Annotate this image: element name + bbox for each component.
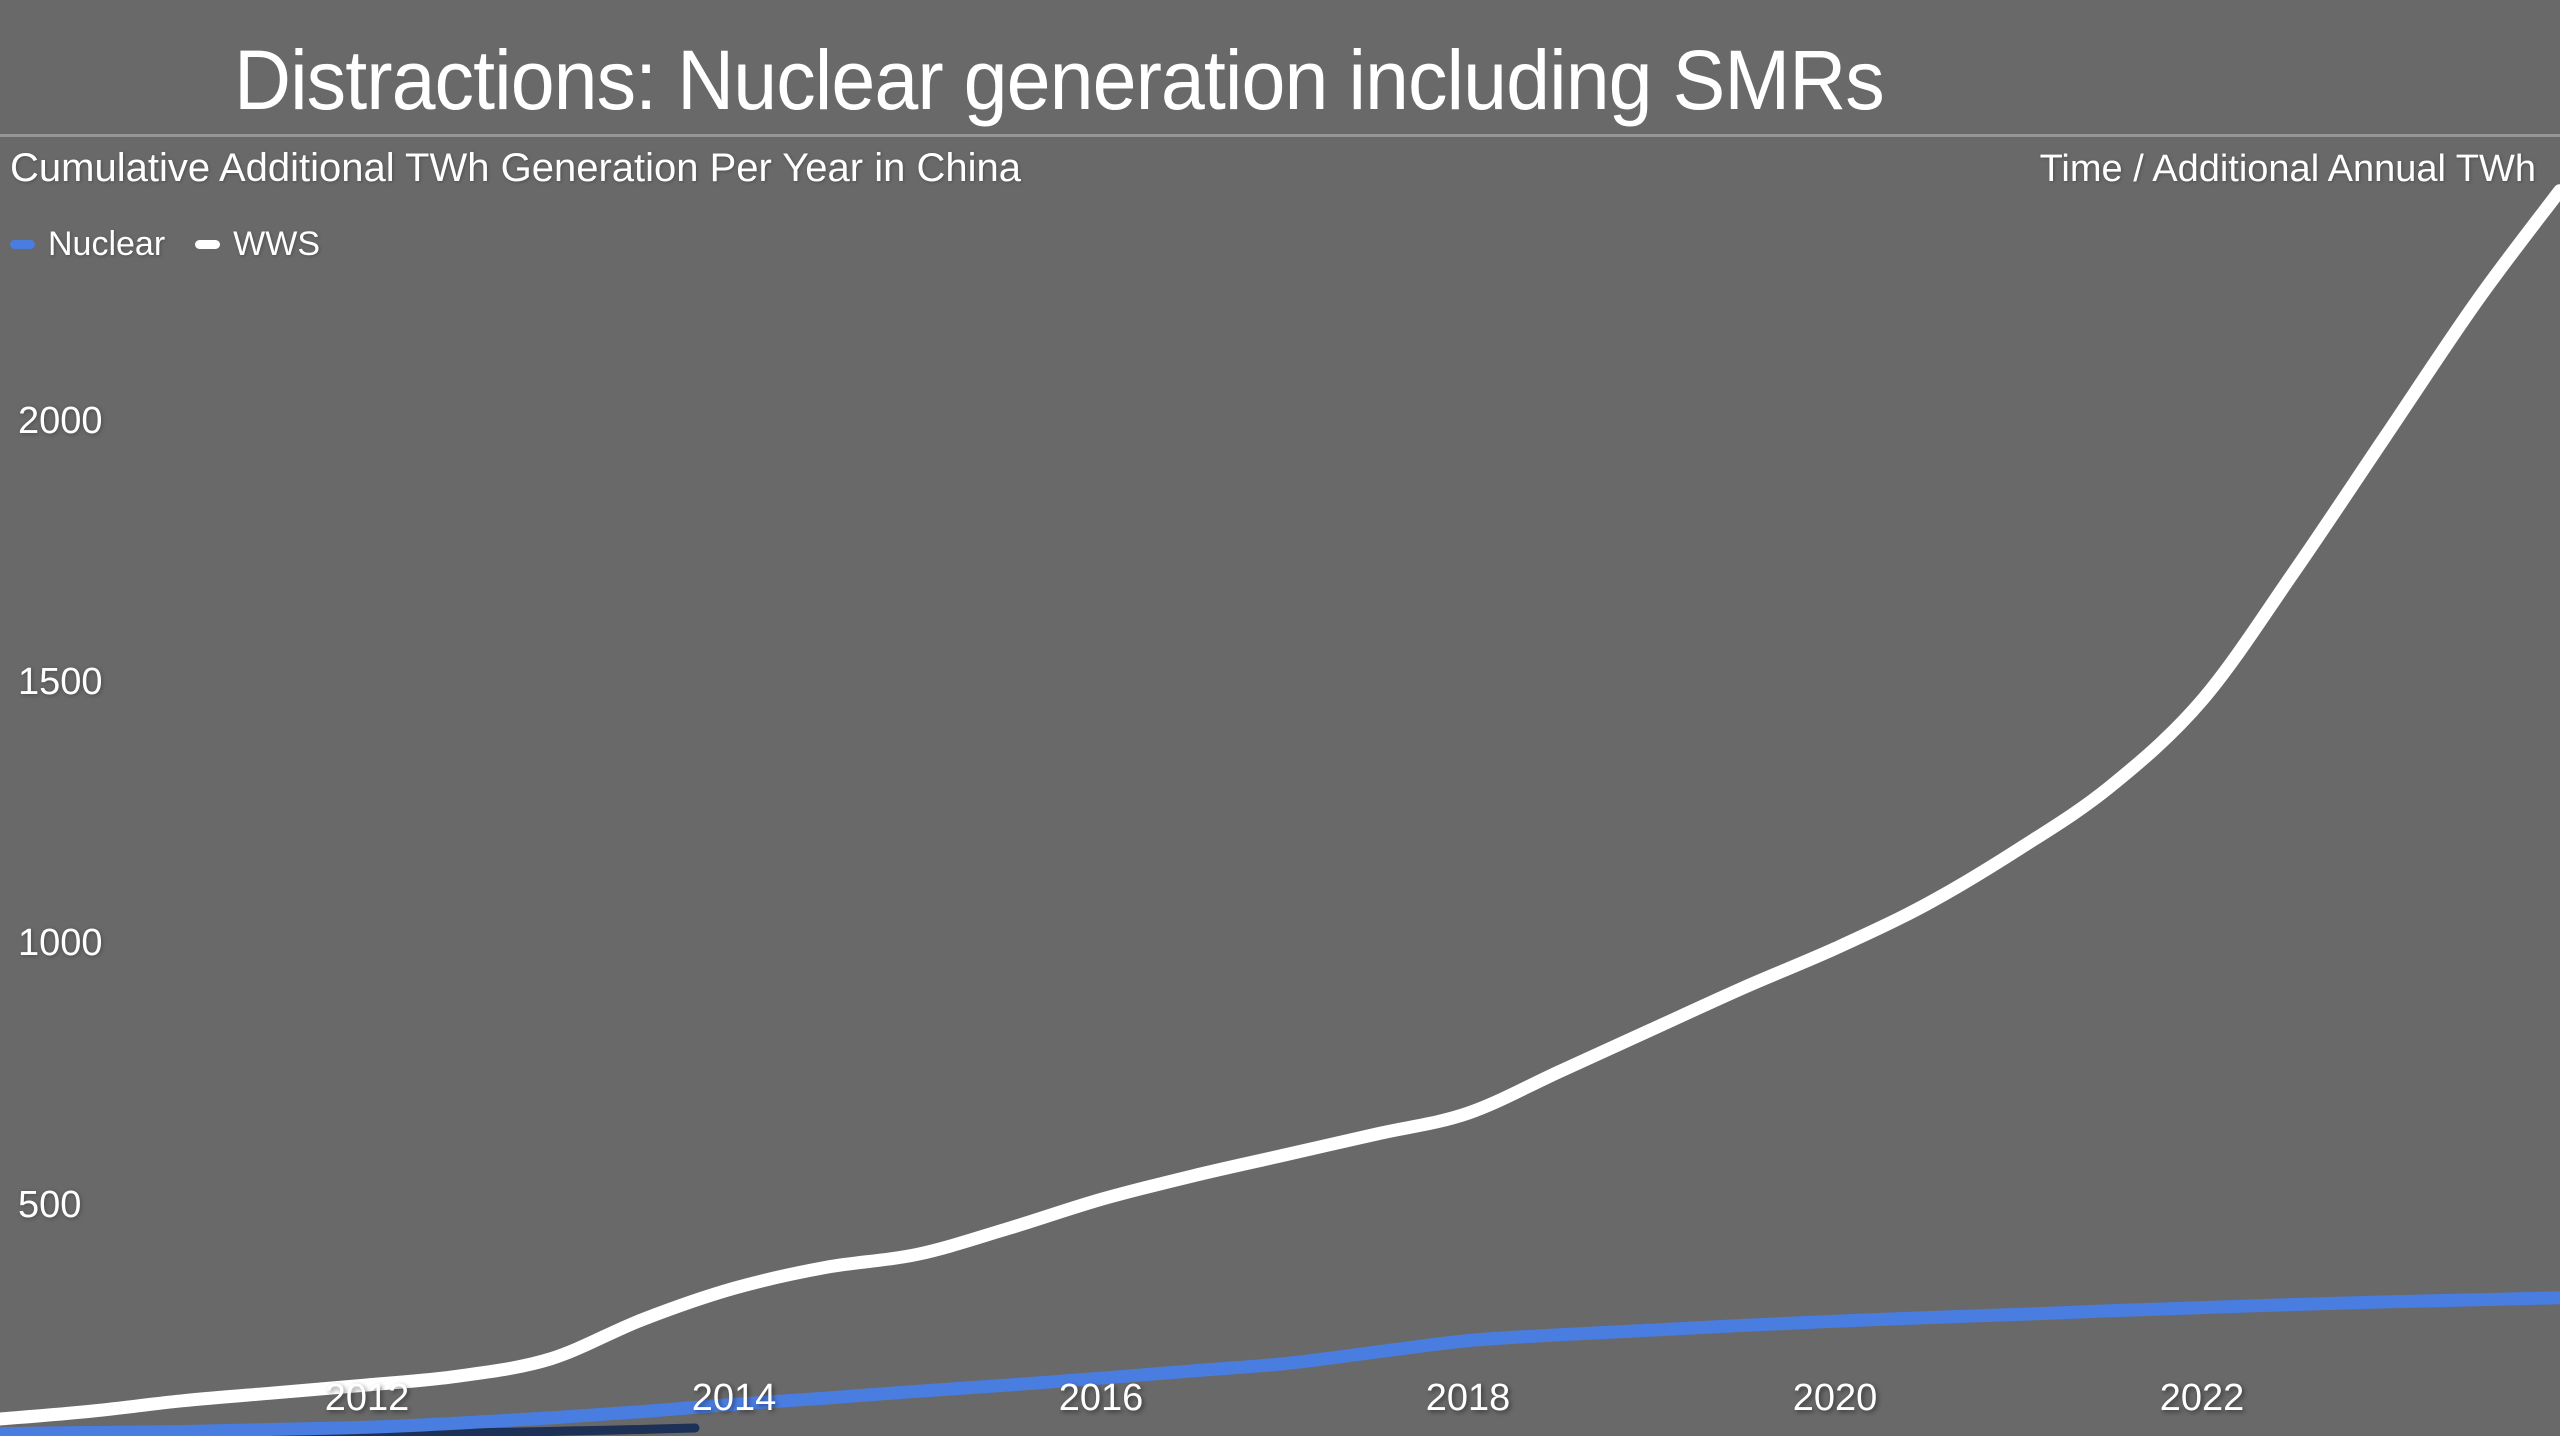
y-tick-label: 500 xyxy=(18,1183,82,1226)
y-tick-label: 1500 xyxy=(18,660,103,703)
axis-note: Time / Additional Annual TWh xyxy=(2039,148,2536,190)
legend-label-wws: WWS xyxy=(233,224,321,263)
wws-swatch-icon xyxy=(195,239,221,249)
slide-title: Distractions: Nuclear generation includi… xyxy=(234,33,1885,127)
nuclear-line xyxy=(0,1291,2560,1436)
x-tick-label: 2020 xyxy=(1792,1377,1878,1419)
chart-title: Cumulative Additional TWh Generation Per… xyxy=(10,146,1021,190)
x-tick-label: 2014 xyxy=(691,1377,777,1419)
wws-line xyxy=(0,184,2560,1426)
y-tick-label: 1000 xyxy=(18,922,103,965)
x-tick-label: 2012 xyxy=(324,1377,410,1419)
legend-item-nuclear: Nuclear xyxy=(10,225,165,264)
legend-item-wws: WWS xyxy=(195,225,320,264)
x-tick-label: 2016 xyxy=(1058,1377,1144,1419)
legend-label-nuclear: Nuclear xyxy=(48,224,166,263)
x-tick-label: 2022 xyxy=(2159,1377,2245,1419)
chart-legend: Nuclear WWS xyxy=(10,224,320,264)
title-divider xyxy=(0,134,2560,137)
x-tick-label: 2018 xyxy=(1425,1377,1511,1419)
nuclear-swatch-icon xyxy=(10,239,35,249)
y-tick-label: 2000 xyxy=(18,399,103,442)
bottom-edge-artifact xyxy=(45,1423,700,1436)
